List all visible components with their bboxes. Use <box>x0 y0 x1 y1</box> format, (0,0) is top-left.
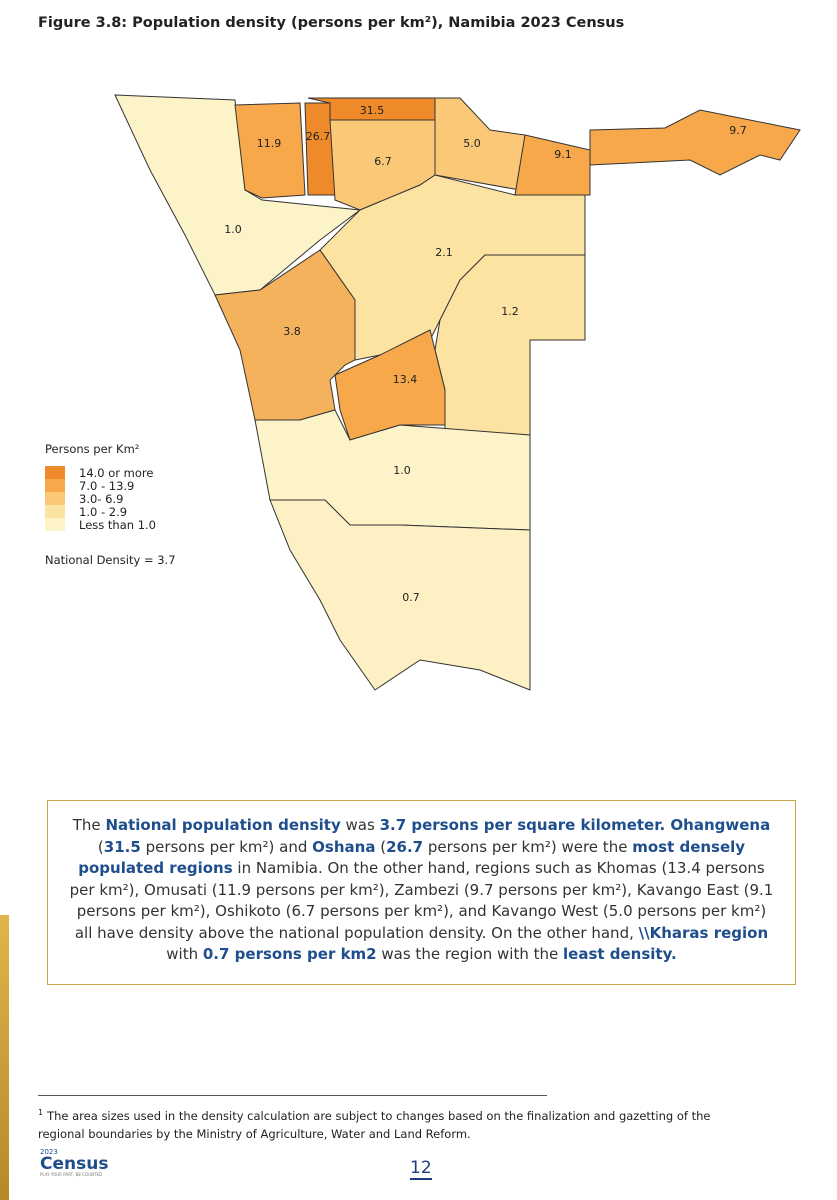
region-label: 9.7 <box>729 124 747 137</box>
emphasis-text: 26.7 <box>386 837 424 856</box>
legend-item: 14.0 or more <box>45 465 176 480</box>
legend-item: 1.0 - 2.9 <box>45 504 176 519</box>
map: 31.5 26.7 11.9 6.7 5.0 9.1 9.7 1.0 2.1 1… <box>114 94 801 691</box>
region-label: 26.7 <box>306 130 331 143</box>
legend-label: 1.0 - 2.9 <box>79 504 128 519</box>
legend-label: Less than 1.0 <box>79 517 156 532</box>
region <box>269 499 531 691</box>
logo-tagline: PLAY YOUR PART, BE COUNTED <box>40 1172 103 1177</box>
body-text: was the region with the <box>376 945 564 963</box>
legend-swatch <box>45 492 65 505</box>
legend-label: 14.0 or more <box>79 465 154 480</box>
side-strip <box>0 915 9 1200</box>
region-label: 13.4 <box>393 373 418 386</box>
legend: Persons per Km² 14.0 or more 7.0 - 13.9 3.… <box>45 442 176 567</box>
legend-swatch <box>45 466 65 479</box>
body-text: persons per km²) were the <box>423 837 633 856</box>
legend-item: 3.0- 6.9 <box>45 491 176 506</box>
region-label: 1.0 <box>224 223 242 236</box>
body-text: The <box>72 816 106 834</box>
body-text: was <box>340 816 380 834</box>
region <box>514 134 591 196</box>
body-text: with <box>166 945 203 963</box>
body-text: persons per km²) and <box>140 837 313 856</box>
region-label: 9.1 <box>554 148 572 161</box>
region-label: 2.1 <box>435 246 453 259</box>
legend-title: Persons per Km² <box>45 442 140 456</box>
region-label: 0.7 <box>402 591 420 604</box>
region <box>234 102 306 199</box>
page-number: 12 <box>410 1158 432 1180</box>
region-label: 11.9 <box>257 137 282 150</box>
region-label: 31.5 <box>360 104 385 117</box>
text-box: The National population density was 3.7 … <box>47 800 796 985</box>
legend-items: 14.0 or more 7.0 - 13.9 3.0- 6.9 1.0 - 2.9 L… <box>45 465 176 532</box>
footnote-marker: 1 <box>38 1108 44 1117</box>
legend-swatch <box>45 505 65 518</box>
emphasis-text: 3.7 persons per square kilometer. Ohangw… <box>379 816 771 834</box>
region <box>334 329 446 441</box>
region-label: 3.8 <box>283 325 301 338</box>
region-label: 1.0 <box>393 464 411 477</box>
legend-swatch <box>45 518 65 531</box>
emphasis-text: National population density <box>105 816 341 834</box>
legend-label: 3.0- 6.9 <box>79 491 124 506</box>
emphasis-text: least density. <box>563 945 677 963</box>
logo: 2023 Census PLAY YOUR PART, BE COUNTED <box>40 1148 108 1177</box>
region <box>589 109 801 176</box>
legend-item: Less than 1.0 <box>45 517 176 532</box>
emphasis-text: 0.7 persons per km2 <box>202 945 377 963</box>
region <box>214 249 356 421</box>
body-text: ( <box>97 837 104 856</box>
footnote: 1 The area sizes used in the density calc… <box>38 1104 738 1143</box>
figure-title: Figure 3.8: Population density (persons … <box>38 15 625 31</box>
emphasis-text: Oshana <box>312 837 376 856</box>
region-label: 5.0 <box>463 137 481 150</box>
footnote-rule <box>38 1095 547 1096</box>
emphasis-text: 31.5 <box>103 837 141 856</box>
region-label: 1.2 <box>501 305 519 318</box>
emphasis-text: \\Kharas region <box>638 923 769 942</box>
national-density: National Density = 3.7 <box>45 553 176 567</box>
body-text: ( <box>375 837 387 856</box>
logo-year: 2023 <box>40 1148 58 1156</box>
logo-name: Census <box>40 1154 109 1174</box>
legend-swatch <box>45 479 65 492</box>
legend-item: 7.0 - 13.9 <box>45 478 176 493</box>
footnote-text: The area sizes used in the density calcu… <box>38 1108 711 1141</box>
legend-label: 7.0 - 13.9 <box>79 478 135 493</box>
emphasis-text: most densely populated regions <box>78 837 746 878</box>
region-label: 6.7 <box>374 155 392 168</box>
body-text: in Namibia. On the other hand, regions s… <box>69 859 774 942</box>
